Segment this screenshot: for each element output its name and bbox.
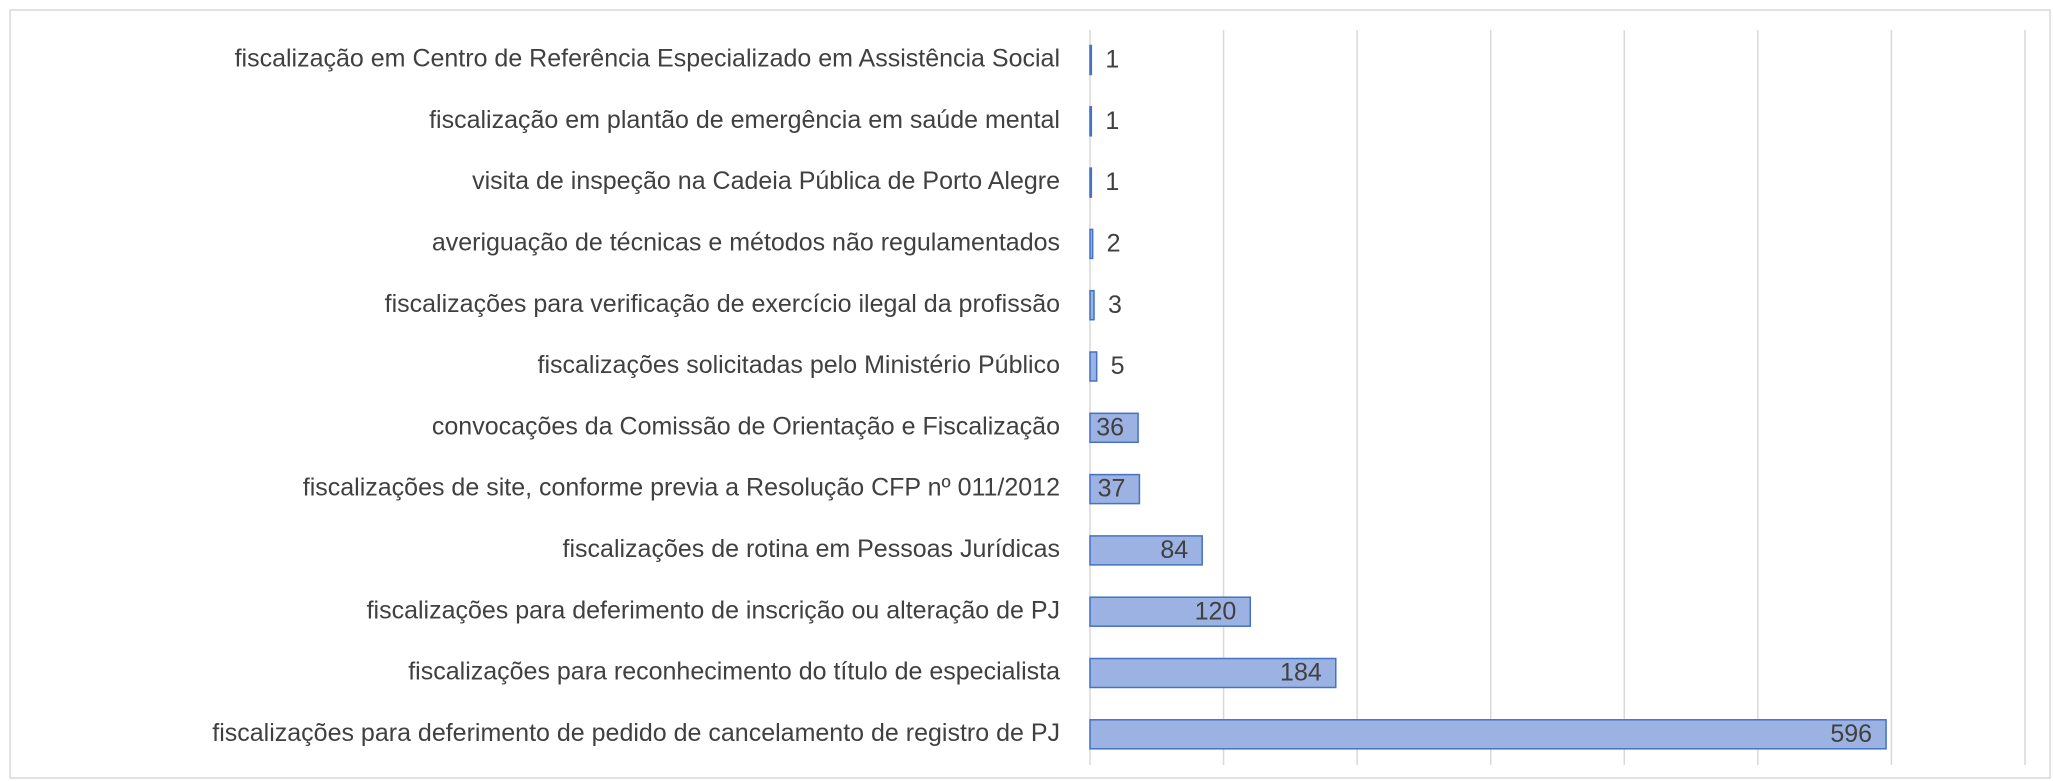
data-label: 1	[1105, 168, 1119, 196]
y-tick-label: convocações da Comissão de Orientação e …	[432, 412, 1060, 440]
bar	[1089, 167, 1093, 198]
data-label: 120	[1195, 597, 1237, 625]
y-tick-label: fiscalização em plantão de emergência em…	[429, 106, 1060, 134]
bar	[1089, 44, 1093, 76]
y-tick-label: fiscalizações solicitadas pelo Ministéri…	[538, 351, 1060, 379]
data-label: 1	[1105, 107, 1119, 135]
y-tick-label: fiscalizações de site, conforme previa a…	[303, 474, 1060, 502]
y-tick-label: fiscalização em Centro de Referência Esp…	[235, 45, 1060, 73]
bar	[1089, 412, 1139, 444]
y-tick-label: visita de inspeção na Cadeia Pública de …	[472, 167, 1060, 195]
data-label: 36	[1096, 413, 1124, 441]
bar	[1089, 473, 1141, 505]
bar	[1089, 289, 1095, 321]
data-label: 84	[1160, 536, 1188, 564]
y-tick-label: fiscalizações para reconhecimento do tít…	[408, 658, 1060, 686]
data-label: 2	[1107, 230, 1121, 258]
data-label: 37	[1098, 475, 1126, 503]
bar	[1089, 228, 1094, 260]
y-tick-label: fiscalizações para verificação de exercí…	[385, 290, 1060, 318]
bar	[1089, 596, 1252, 627]
y-tick-label: fiscalizações de rotina em Pessoas Juríd…	[563, 535, 1060, 563]
data-label: 1	[1105, 46, 1119, 74]
y-tick-label: fiscalizações para deferimento de inscri…	[367, 596, 1060, 624]
bar	[1089, 106, 1093, 137]
y-tick-label: fiscalizações para deferimento de pedido…	[212, 719, 1060, 747]
data-label: 3	[1108, 291, 1122, 319]
bar	[1089, 351, 1098, 382]
data-label: 184	[1280, 659, 1322, 687]
data-label: 5	[1111, 352, 1125, 380]
bar	[1089, 535, 1203, 566]
bar	[1089, 657, 1337, 689]
chart-frame	[9, 9, 2051, 779]
y-tick-label: averiguação de técnicas e métodos não re…	[432, 229, 1060, 257]
bar	[1089, 719, 1887, 750]
data-label: 596	[1830, 720, 1872, 748]
